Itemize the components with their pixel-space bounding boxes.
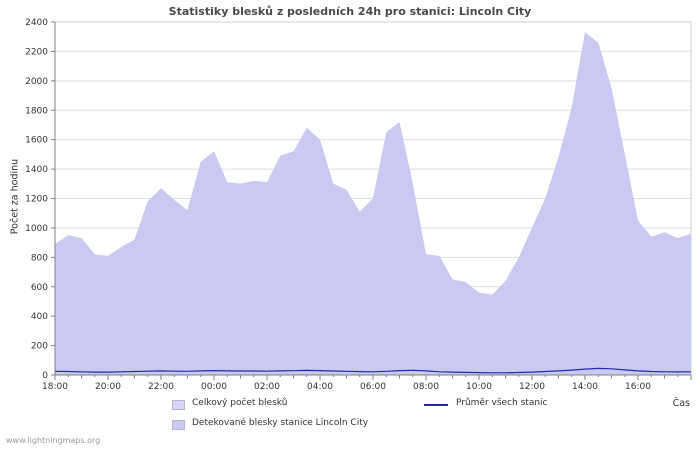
y-tick-label: 1800 — [25, 106, 48, 116]
legend-swatch-total — [172, 400, 185, 410]
x-tick-label: 18:00 — [42, 382, 68, 392]
chart-canvas: 0 200 400 600 800 1000 1200 1400 1600 1800 2000 220… — [25, 18, 692, 392]
y-tick-label: 1200 — [25, 195, 48, 205]
y-tick-label: 2000 — [25, 77, 48, 87]
x-tick-label: 12:00 — [519, 382, 545, 392]
x-tick-label: 06:00 — [360, 382, 386, 392]
y-tick-label: 1400 — [25, 165, 48, 175]
x-tick-label: 02:00 — [254, 382, 280, 392]
y-tick-label: 0 — [42, 371, 48, 381]
legend-label-detected: Detekované blesky stanice Lincoln City — [192, 418, 369, 428]
x-axis-title: Čas — [672, 398, 690, 409]
x-tick-label: 10:00 — [466, 382, 492, 392]
x-tick-label: 00:00 — [201, 382, 227, 392]
legend-swatch-average — [424, 404, 448, 406]
watermark: www.lightningmaps.org — [6, 436, 101, 445]
legend-label-total: Celkový počet blesků — [192, 398, 288, 408]
x-tick-label: 04:00 — [307, 382, 333, 392]
chart-title: Statistiky blesků z posledních 24h pro s… — [168, 5, 532, 18]
x-tick-label: 20:00 — [95, 382, 121, 392]
x-tick-label: 16:00 — [625, 382, 651, 392]
y-tick-label: 200 — [31, 342, 48, 352]
legend-label-average: Průměr všech stanic — [456, 398, 548, 408]
y-tick-label: 400 — [31, 312, 48, 322]
y-tick-label: 2400 — [25, 18, 48, 28]
y-tick-label: 1000 — [25, 224, 48, 234]
x-tick-label: 08:00 — [413, 382, 439, 392]
series-line-2 — [54, 367, 692, 374]
legend-swatch-detected — [172, 420, 185, 430]
y-tick-label: 600 — [31, 283, 48, 293]
y-tick-label: 800 — [31, 253, 48, 263]
x-tick-label: 14:00 — [572, 382, 598, 392]
x-tick-label: 22:00 — [148, 382, 174, 392]
y-tick-label: 1600 — [25, 136, 48, 146]
y-tick-label: 2200 — [25, 47, 48, 57]
series-area-1 — [55, 32, 691, 376]
